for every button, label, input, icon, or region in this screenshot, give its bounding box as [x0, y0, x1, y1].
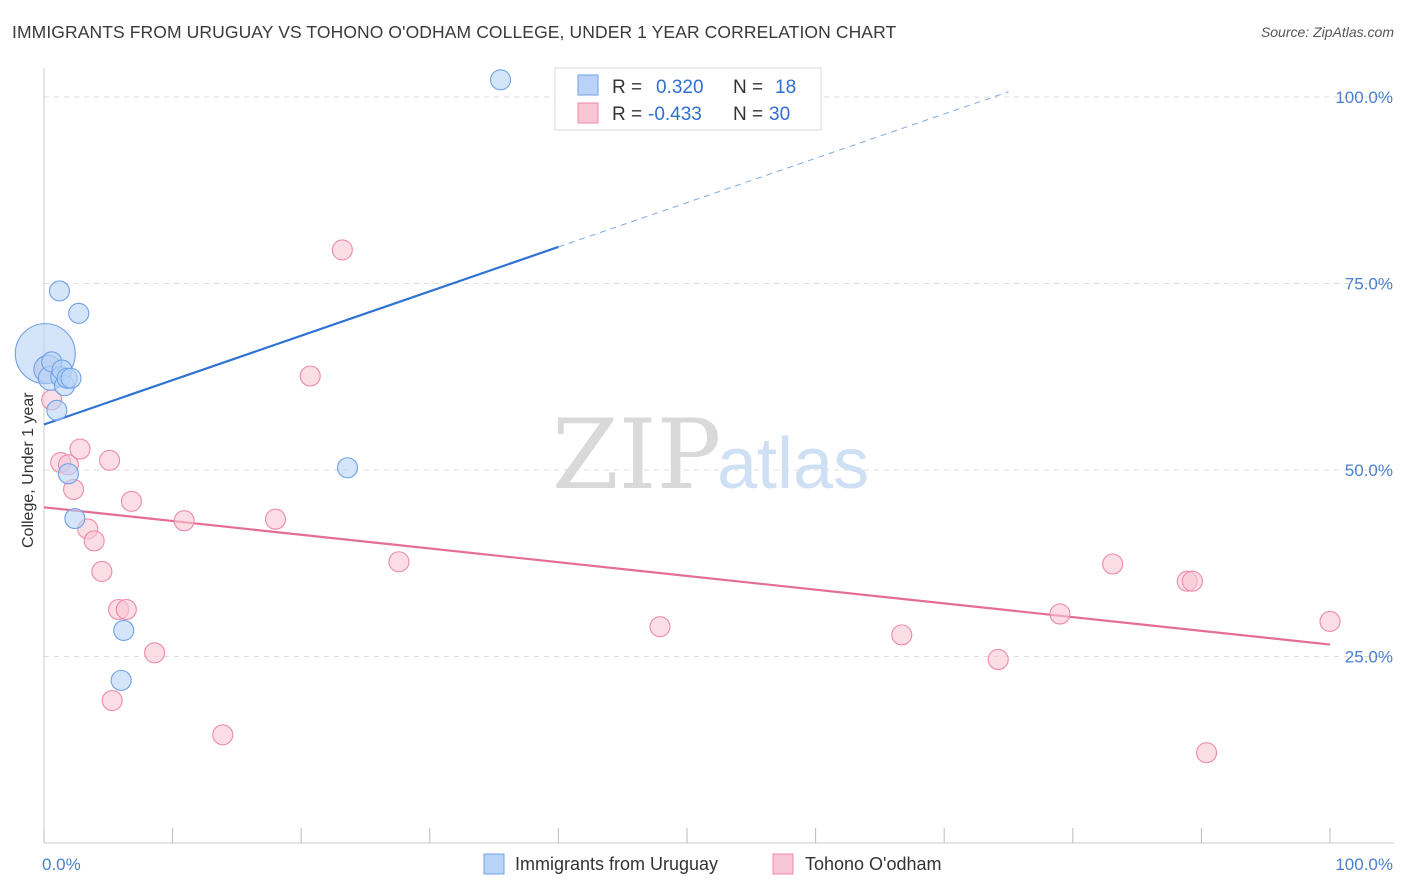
- point-uruguay-16: [336, 457, 359, 479]
- point-tohono-23: [891, 624, 913, 646]
- point-uruguay-9: [60, 367, 82, 389]
- point-tohono-28: [1181, 570, 1203, 592]
- legend-n-label-2: N =: [733, 104, 763, 125]
- point-tohono-14: [144, 642, 166, 664]
- watermark: ZIP atlas: [552, 399, 869, 511]
- grid-lines: [44, 96, 1394, 657]
- legend-n-value-2: 30: [769, 104, 790, 125]
- x-tick-label-100: 100.0%: [1335, 855, 1393, 874]
- point-tohono-18: [264, 508, 287, 530]
- point-tohono-7: [99, 449, 121, 471]
- legend-r-label-1: R =: [612, 77, 642, 98]
- series-legend-label-tohono: Tohono O'odham: [805, 854, 942, 874]
- point-tohono-15: [101, 689, 123, 712]
- point-tohono-9: [83, 530, 105, 552]
- stats-legend-frame: [554, 67, 822, 131]
- chart-title: IMMIGRANTS FROM URUGUAY VS TOHONO O'ODHA…: [12, 22, 897, 42]
- series-legend: Immigrants from Uruguay Tohono O'odham: [483, 853, 942, 875]
- point-uruguay-10: [46, 399, 68, 421]
- point-tohono-20: [299, 365, 321, 387]
- point-uruguay-4: [48, 280, 70, 302]
- series-legend-swatch-uruguay: [483, 853, 505, 875]
- point-tohono-21: [388, 551, 410, 573]
- point-tohono-6: [69, 438, 91, 460]
- y-tick-label-50: 50.0%: [1345, 461, 1393, 480]
- point-tohono-10: [91, 560, 113, 583]
- point-tohono-13: [120, 490, 142, 512]
- y-tick-label-75: 75.0%: [1345, 275, 1393, 294]
- point-uruguay-15: [110, 669, 132, 691]
- trend-lines: [43, 91, 1331, 646]
- point-tohono-12: [115, 598, 137, 621]
- series-legend-label-uruguay: Immigrants from Uruguay: [515, 854, 718, 874]
- legend-swatch-uruguay: [577, 74, 599, 96]
- watermark-atlas: atlas: [717, 424, 869, 504]
- trend-line-uruguay-extension: [558, 91, 1009, 248]
- point-tohono-26: [1102, 553, 1124, 575]
- series-legend-swatch-tohono: [772, 853, 794, 875]
- point-uruguay-11: [68, 302, 90, 324]
- axes: [43, 68, 1394, 844]
- point-uruguay-12: [57, 463, 79, 485]
- legend-r-value-2: -0.433: [648, 104, 702, 125]
- point-tohono-29: [1195, 742, 1218, 764]
- point-tohono-25: [1049, 603, 1071, 625]
- trend-line-tohono: [43, 506, 1331, 646]
- y-axis-title: College, Under 1 year: [20, 392, 37, 548]
- y-tick-label-100: 100.0%: [1335, 88, 1393, 107]
- x-tick-labels: 0.0% 100.0%: [42, 855, 1393, 874]
- y-tick-labels: 25.0% 50.0% 75.0% 100.0%: [1335, 88, 1393, 667]
- point-uruguay-13: [64, 507, 86, 530]
- data-points: [14, 69, 1341, 764]
- point-tohono-17: [212, 724, 234, 746]
- x-tick-label-0: 0.0%: [42, 855, 81, 874]
- point-tohono-16: [173, 510, 195, 532]
- legend-r-value-1: 0.320: [656, 77, 704, 98]
- point-tohono-30: [1319, 610, 1341, 632]
- y-tick-label-25: 25.0%: [1345, 648, 1393, 667]
- source-credit: Source: ZipAtlas.com: [1260, 24, 1394, 40]
- legend-swatch-tohono: [577, 102, 599, 124]
- legend-n-label-1: N =: [733, 77, 763, 98]
- watermark-zip: ZIP: [552, 399, 721, 511]
- point-uruguay-14: [113, 619, 135, 641]
- point-tohono-22: [649, 616, 671, 638]
- legend-n-value-1: 18: [775, 77, 796, 98]
- trend-line-uruguay: [43, 245, 559, 426]
- point-tohono-19: [331, 239, 353, 261]
- stats-legend: R = 0.320 N = 18 R = -0.433 N = 30: [554, 67, 822, 131]
- point-tohono-24: [987, 648, 1009, 671]
- point-uruguay-17: [489, 69, 512, 91]
- legend-r-label-2: R =: [612, 104, 642, 125]
